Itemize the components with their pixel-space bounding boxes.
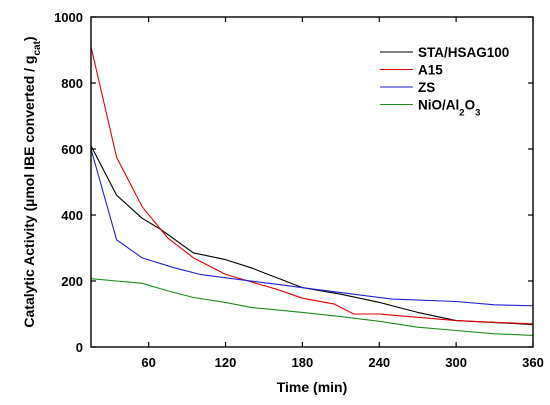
y-tick-label: 600 (61, 142, 83, 157)
x-tick-label: 240 (368, 355, 390, 370)
x-tick-label: 360 (522, 355, 544, 370)
x-tick-label: 60 (141, 355, 155, 370)
x-tick-label: 120 (215, 355, 237, 370)
x-tick-label: 300 (445, 355, 467, 370)
x-axis-title: Time (min) (277, 379, 348, 395)
series-line-0 (91, 146, 533, 325)
plot-frame (90, 16, 534, 348)
series-line-3 (91, 279, 533, 336)
axes-layer (90, 16, 534, 348)
legend-label-2: ZS (418, 80, 435, 95)
tick-layer: 60 120 180 240 300 360 0 200 400 600 800 1000 (54, 10, 544, 370)
y-tick-label: 200 (61, 274, 83, 289)
x-tick-label: 180 (292, 355, 314, 370)
y-axis-title: Catalytic Activity (µmol IBE converted /… (21, 36, 43, 327)
legend-label-0: STA/HSAG100 (418, 45, 509, 60)
series-line-1 (91, 47, 533, 324)
legend-label-3: NiO/Al2O3 (418, 98, 480, 119)
y-tick-label: 1000 (54, 10, 83, 25)
y-tick-label: 0 (76, 340, 83, 355)
legend: STA/HSAG100 A15 ZS NiO/Al2O3 (380, 45, 509, 118)
y-tick-label: 400 (61, 208, 83, 223)
series-layer (91, 47, 533, 336)
legend-label-1: A15 (418, 63, 443, 78)
series-line-2 (91, 149, 533, 306)
y-tick-label: 800 (61, 76, 83, 91)
